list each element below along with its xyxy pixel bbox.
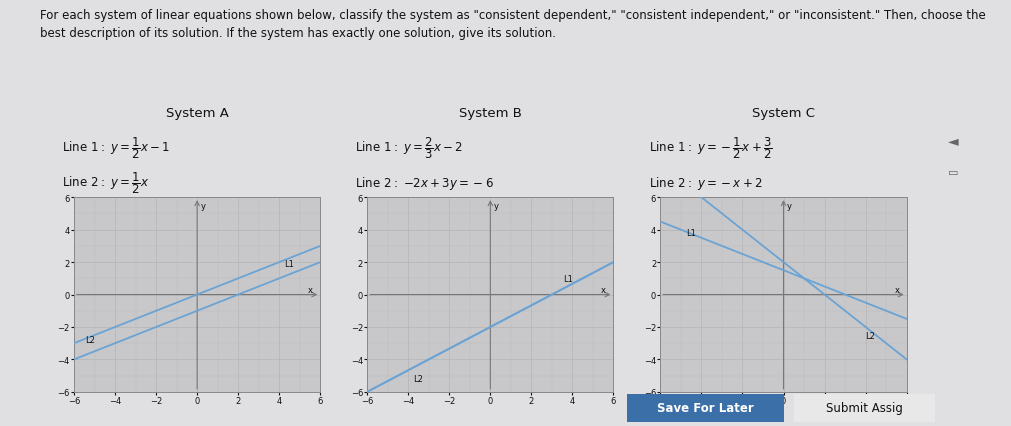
Text: $\mathrm{Line\ 1:}\ y=-\dfrac{1}{2}x+\dfrac{3}{2}$: $\mathrm{Line\ 1:}\ y=-\dfrac{1}{2}x+\df…	[649, 135, 772, 161]
Text: x: x	[895, 285, 900, 294]
FancyBboxPatch shape	[787, 393, 942, 423]
Text: For each system of linear equations shown below, classify the system as "consist: For each system of linear equations show…	[40, 9, 986, 40]
Text: $\mathrm{Line\ 2:}\ y=-x+2$: $\mathrm{Line\ 2:}\ y=-x+2$	[649, 174, 762, 191]
Text: $\mathrm{Line\ 1:}\ y=\dfrac{2}{3}x-2$: $\mathrm{Line\ 1:}\ y=\dfrac{2}{3}x-2$	[356, 135, 464, 161]
Text: y: y	[201, 201, 206, 210]
Text: L2: L2	[413, 374, 424, 383]
Text: x: x	[308, 285, 313, 294]
Text: x: x	[602, 285, 607, 294]
Text: L1: L1	[686, 229, 697, 238]
Text: Submit Assig: Submit Assig	[826, 401, 903, 414]
Text: $\mathrm{Line\ 1:}\ y=\dfrac{1}{2}x-1$: $\mathrm{Line\ 1:}\ y=\dfrac{1}{2}x-1$	[63, 135, 171, 161]
Text: L1: L1	[563, 274, 573, 283]
Text: $\mathrm{Line\ 2:}\ y=\dfrac{1}{2}x$: $\mathrm{Line\ 2:}\ y=\dfrac{1}{2}x$	[63, 170, 150, 196]
Text: ◄: ◄	[947, 134, 958, 147]
Text: $\mathrm{Line\ 2:}\ {-2x+3y=-6}$: $\mathrm{Line\ 2:}\ {-2x+3y=-6}$	[356, 174, 494, 191]
Text: y: y	[494, 201, 499, 210]
Text: ▭: ▭	[947, 167, 958, 178]
Text: Save For Later: Save For Later	[657, 401, 753, 414]
Text: System B: System B	[459, 107, 522, 120]
Text: System A: System A	[166, 107, 228, 120]
Text: L1: L1	[284, 259, 294, 269]
Text: y: y	[788, 201, 793, 210]
FancyBboxPatch shape	[619, 393, 792, 423]
Text: System C: System C	[752, 107, 815, 120]
Text: L2: L2	[864, 331, 875, 340]
Text: L2: L2	[86, 336, 95, 345]
